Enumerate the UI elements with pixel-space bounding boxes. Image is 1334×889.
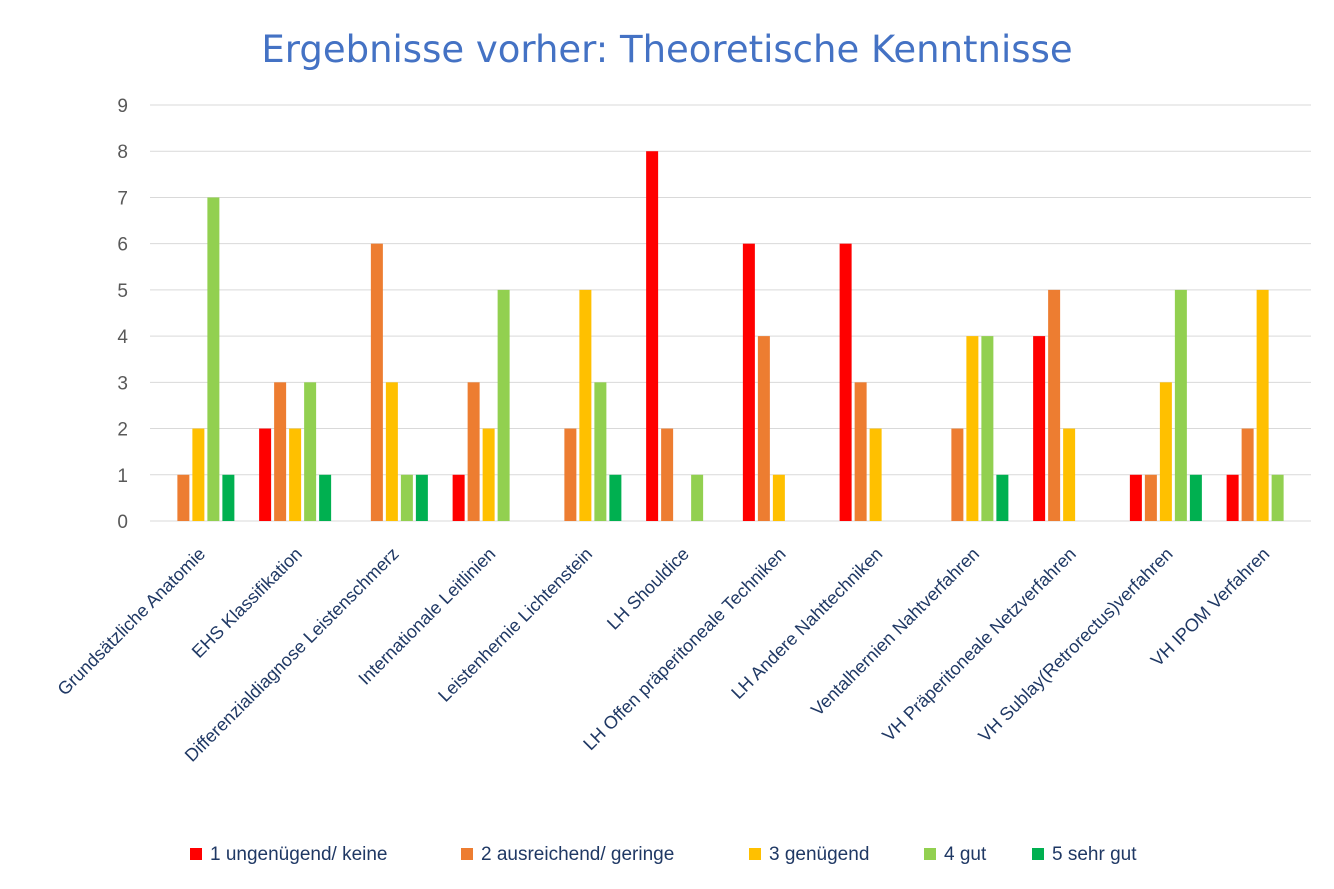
bar bbox=[1033, 336, 1046, 521]
bar bbox=[839, 243, 852, 521]
bar bbox=[869, 428, 882, 521]
y-tick-label: 3 bbox=[117, 373, 128, 394]
y-tick-label: 9 bbox=[117, 96, 128, 117]
x-tick-label: Differenzialdiagnose Leistenschmerz bbox=[181, 544, 403, 766]
bar bbox=[415, 474, 428, 521]
bar bbox=[742, 243, 755, 521]
bar bbox=[854, 382, 867, 521]
legend-label: 3 genügend bbox=[769, 844, 869, 865]
bar bbox=[207, 197, 220, 521]
bar bbox=[981, 336, 994, 521]
y-tick-label: 6 bbox=[117, 235, 128, 256]
y-axis: 0 1 2 3 4 5 6 7 8 9 bbox=[117, 96, 128, 533]
bar bbox=[259, 428, 272, 521]
y-tick-label: 4 bbox=[117, 327, 128, 348]
bar bbox=[1063, 428, 1076, 521]
chart-title: Ergebnisse vorher: Theoretische Kenntnis… bbox=[261, 28, 1072, 71]
x-tick-label: LH Shouldice bbox=[603, 544, 693, 634]
legend-label: 1 ungenügend/ keine bbox=[210, 844, 388, 865]
x-tick-label: VH Sublay(Retrorectus)verfahren bbox=[974, 544, 1176, 746]
bar bbox=[579, 289, 592, 521]
y-tick-label: 8 bbox=[117, 142, 128, 163]
bar bbox=[1256, 289, 1269, 521]
bar bbox=[1159, 382, 1172, 521]
bar bbox=[757, 336, 770, 521]
bar bbox=[274, 382, 287, 521]
bar bbox=[1226, 474, 1239, 521]
bar bbox=[1174, 289, 1187, 521]
bar bbox=[691, 474, 704, 521]
legend-swatch bbox=[1032, 848, 1044, 860]
bar bbox=[482, 428, 495, 521]
bar bbox=[772, 474, 785, 521]
bar bbox=[594, 382, 607, 521]
bar bbox=[385, 382, 398, 521]
bar bbox=[966, 336, 979, 521]
y-tick-label: 1 bbox=[117, 466, 128, 487]
bar bbox=[192, 428, 205, 521]
legend: 1 ungenügend/ keine 2 ausreichend/ gering… bbox=[190, 844, 1137, 865]
bar bbox=[1189, 474, 1202, 521]
x-tick-label: Ventalhernien Nahtverfahren bbox=[807, 544, 983, 720]
legend-label: 2 ausreichend/ geringe bbox=[481, 844, 674, 865]
legend-label: 5 sehr gut bbox=[1052, 844, 1137, 865]
x-tick-label: LH Offen präperitoneale Techniken bbox=[579, 544, 789, 754]
bar bbox=[1241, 428, 1254, 521]
bar bbox=[951, 428, 964, 521]
bar bbox=[370, 243, 383, 521]
legend-swatch bbox=[924, 848, 936, 860]
x-tick-label: Leistenhernie Lichtenstein bbox=[434, 544, 596, 706]
bar bbox=[319, 474, 332, 521]
bar bbox=[304, 382, 317, 521]
bar bbox=[1271, 474, 1284, 521]
y-tick-label: 5 bbox=[117, 281, 128, 302]
legend-swatch bbox=[461, 848, 473, 860]
y-tick-label: 7 bbox=[117, 188, 128, 209]
legend-swatch bbox=[749, 848, 761, 860]
bar bbox=[400, 474, 413, 521]
legend-swatch bbox=[190, 848, 202, 860]
bar bbox=[1144, 474, 1157, 521]
bar bbox=[177, 474, 190, 521]
bar bbox=[289, 428, 302, 521]
gridlines bbox=[150, 104, 1311, 522]
y-tick-label: 0 bbox=[117, 512, 128, 533]
bar bbox=[452, 474, 465, 521]
bar bbox=[497, 289, 510, 521]
bar bbox=[1048, 289, 1061, 521]
bar bbox=[646, 151, 659, 521]
legend-label: 4 gut bbox=[944, 844, 987, 865]
bar bbox=[996, 474, 1009, 521]
bar bbox=[661, 428, 674, 521]
bar bbox=[467, 382, 480, 521]
bar bbox=[564, 428, 577, 521]
y-tick-label: 2 bbox=[117, 420, 128, 441]
x-tick-label: VH Präperitoneale Netzverfahren bbox=[878, 544, 1080, 746]
bar bbox=[609, 474, 622, 521]
bar bbox=[222, 474, 235, 521]
bar bbox=[1129, 474, 1142, 521]
bars bbox=[177, 151, 1284, 521]
x-tick-label: Grundsätzliche Anatomie bbox=[54, 544, 210, 700]
